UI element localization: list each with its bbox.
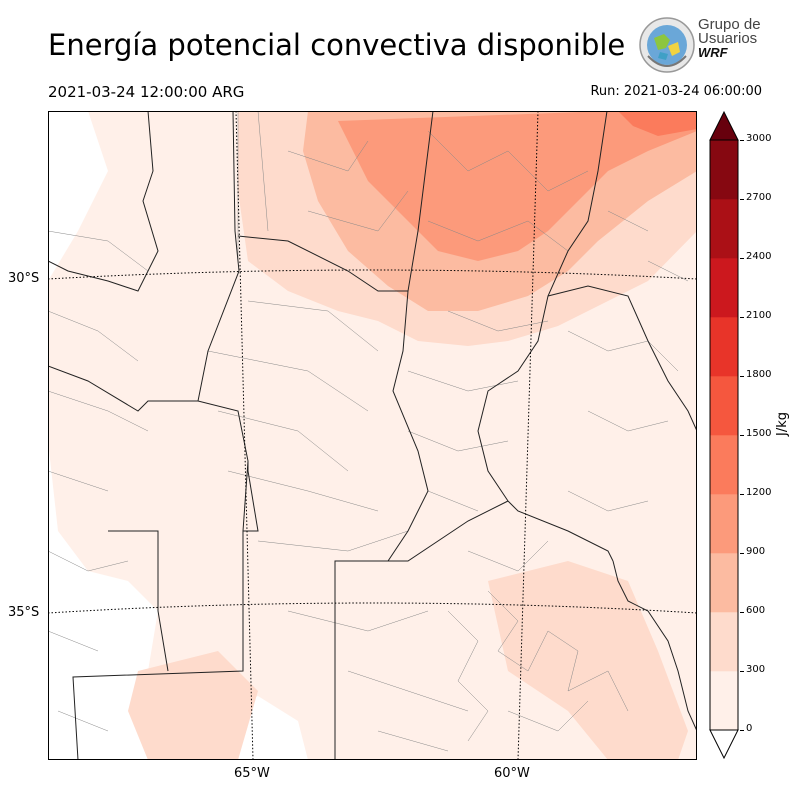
colorbar-tick-label: 600 xyxy=(746,605,766,616)
map-frame xyxy=(48,111,697,760)
colorbar-tick-mark xyxy=(740,612,744,613)
valid-time: 2021-03-24 12:00:00 ARG xyxy=(48,83,245,101)
logo-line-2: Usuarios xyxy=(698,30,758,47)
colorbar-band xyxy=(710,671,738,731)
colorbar-band xyxy=(710,612,738,672)
colorbar-tick-label: 300 xyxy=(746,664,766,675)
colorbar-tick-mark xyxy=(740,199,744,200)
colorbar-unit: J/kg xyxy=(775,412,790,436)
logo-line-1: Grupo de xyxy=(698,16,761,33)
province-borders xyxy=(48,111,697,760)
page-title: Energía potencial convectiva disponible xyxy=(48,28,626,62)
colorbar-tick-mark xyxy=(740,494,744,495)
colorbar-tick-label: 3000 xyxy=(746,133,772,144)
cape-level-3 xyxy=(338,111,697,261)
colorbar-tick-mark xyxy=(740,258,744,259)
colorbar-band xyxy=(710,376,738,436)
colorbar-over-arrow xyxy=(709,110,739,141)
logo-line-3: WRF xyxy=(698,45,728,60)
colorbar-under-arrow xyxy=(709,729,739,760)
colorbar-tick-label: 2100 xyxy=(746,310,772,321)
cape-level-4 xyxy=(618,111,697,136)
cape-map xyxy=(48,111,697,760)
colorbar-tick-label: 2400 xyxy=(746,251,772,262)
colorbar-tick-mark xyxy=(740,317,744,318)
colorbar xyxy=(709,110,739,760)
colorbar-band xyxy=(710,140,738,200)
lat-label-35s: 35°S xyxy=(8,605,40,620)
colorbar-band xyxy=(710,317,738,377)
colorbar-band xyxy=(710,199,738,259)
colorbar-tick-mark xyxy=(740,140,744,141)
colorbar-band xyxy=(710,494,738,554)
lat-label-30s: 30°S xyxy=(8,271,40,286)
globe-icon xyxy=(639,17,695,73)
colorbar-tick-label: 2700 xyxy=(746,192,772,203)
departments xyxy=(48,111,689,752)
graticule xyxy=(48,111,697,760)
colorbar-tick-label: 1800 xyxy=(746,369,772,380)
colorbar-tick-label: 900 xyxy=(746,546,766,557)
colorbar-tick-mark xyxy=(740,553,744,554)
wrf-logo: Grupo de Usuarios WRF xyxy=(638,16,768,76)
colorbar-tick-label: 1500 xyxy=(746,428,772,439)
cape-level-1-sw xyxy=(128,651,258,760)
cape-level-1-south xyxy=(488,561,688,760)
colorbar-band xyxy=(710,435,738,495)
colorbar-band xyxy=(710,258,738,318)
colorbar-tick-mark xyxy=(740,730,744,731)
colorbar-band xyxy=(710,553,738,613)
colorbar-tick-mark xyxy=(740,671,744,672)
colorbar-frame xyxy=(709,139,739,731)
colorbar-tick-label: 1200 xyxy=(746,487,772,498)
run-time: Run: 2021-03-24 06:00:00 xyxy=(590,84,762,99)
lon-label-60w: 60°W xyxy=(494,766,530,781)
lon-label-65w: 65°W xyxy=(234,766,270,781)
colorbar-tick-mark xyxy=(740,435,744,436)
colorbar-tick-mark xyxy=(740,376,744,377)
colorbar-tick-label: 0 xyxy=(746,723,753,734)
